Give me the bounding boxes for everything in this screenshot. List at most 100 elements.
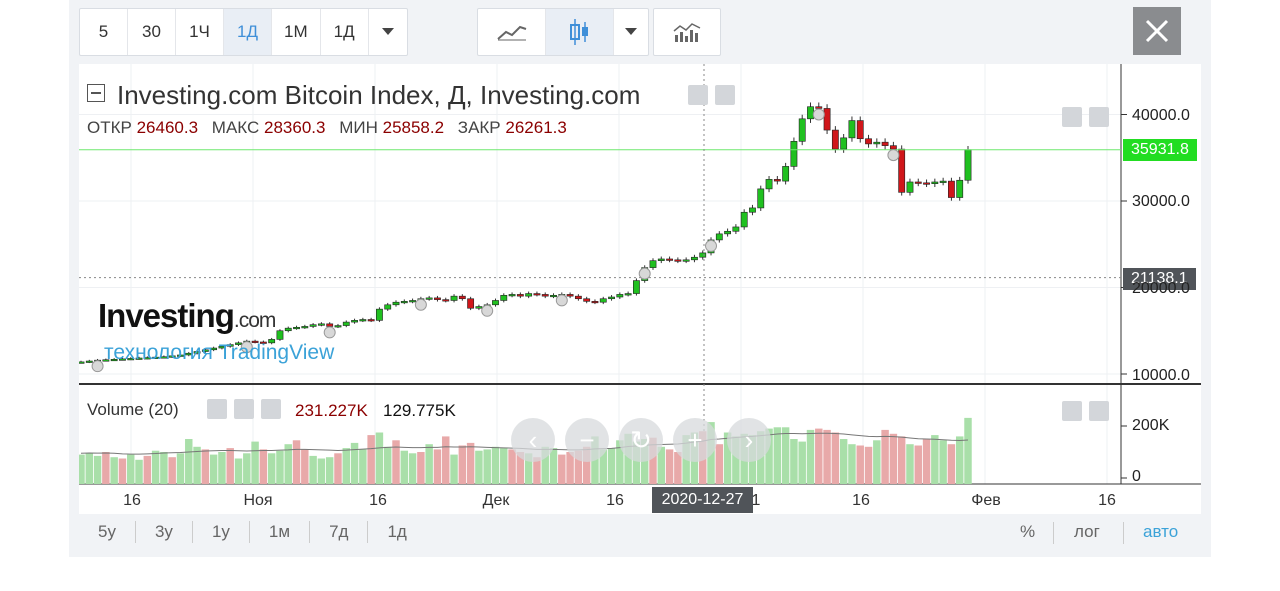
volume-settings-icon[interactable]: [234, 399, 254, 419]
x-tick-16-jan: 16: [852, 492, 870, 509]
candle-body: [599, 298, 607, 303]
candle-body: [798, 118, 806, 142]
volume-bar: [674, 452, 682, 484]
candle-body: [425, 297, 433, 300]
line-chart-button[interactable]: [478, 9, 546, 55]
volume-bar: [135, 459, 143, 484]
volume-bar: [466, 442, 475, 484]
volume-bar: [309, 455, 317, 484]
interval-1m-button[interactable]: 1М: [272, 9, 321, 55]
settings-icon[interactable]: [715, 85, 735, 105]
candle-body: [85, 360, 93, 363]
volume-bar: [102, 452, 110, 484]
interval-5-button[interactable]: 5: [80, 9, 128, 55]
candle-body: [840, 137, 848, 150]
candle-body: [633, 280, 640, 294]
volume-bar: [85, 453, 94, 484]
volume-bar: [873, 440, 881, 484]
scroll-left-button[interactable]: ‹: [511, 418, 555, 462]
candle-body: [317, 323, 325, 326]
volume-expand-pane-icon[interactable]: [1089, 401, 1109, 421]
investing-logo: Investing.com: [98, 297, 276, 334]
volume-bar: [433, 449, 442, 484]
candle-body: [475, 306, 483, 309]
candle-body: [102, 359, 110, 362]
volume-bar: [856, 445, 864, 484]
volume-close-icon[interactable]: [261, 399, 281, 419]
low-label: МИН: [339, 118, 378, 137]
candle-body: [301, 326, 309, 329]
volume-eye-icon[interactable]: [207, 399, 227, 419]
volume-bar: [765, 428, 773, 484]
interval-dropdown-button[interactable]: [369, 9, 407, 55]
indicators-button[interactable]: [654, 9, 720, 55]
candle-body: [715, 233, 723, 241]
candle-body: [400, 301, 408, 304]
range-1y-button[interactable]: 1y: [193, 521, 250, 543]
volume-bar: [914, 445, 922, 484]
volume-bar: [176, 453, 185, 484]
range-3y-button[interactable]: 3y: [136, 521, 193, 543]
candlestick-button[interactable]: [546, 9, 614, 55]
volume-bar: [458, 445, 467, 484]
candle-body: [79, 361, 85, 364]
candle-body: [583, 298, 591, 302]
volume-bar: [367, 435, 375, 484]
volume-bar: [889, 433, 898, 484]
volume-bar: [334, 453, 342, 484]
log-scale-button[interactable]: лог: [1074, 522, 1100, 541]
interval-1h-button[interactable]: 1Ч: [176, 9, 224, 55]
scale-divider: [1123, 522, 1124, 544]
range-1m-button[interactable]: 1м: [250, 521, 311, 543]
eye-icon[interactable]: [688, 85, 708, 105]
range-1d-button[interactable]: 1д: [387, 522, 407, 541]
volume-bar: [209, 454, 218, 484]
candle-body: [434, 297, 441, 300]
candle-body: [351, 320, 358, 323]
range-7d-button[interactable]: 7д: [310, 521, 369, 543]
volume-bar: [475, 450, 483, 484]
interval-30-button[interactable]: 30: [128, 9, 176, 55]
close-button[interactable]: [1133, 7, 1181, 55]
volume-bar: [806, 429, 815, 484]
interval-1d-button[interactable]: 1Д: [224, 9, 272, 55]
candle-body: [342, 321, 350, 326]
volume-bar: [383, 446, 392, 484]
volume-bar: [964, 417, 972, 484]
tradingview-tagline: технология TradingView: [104, 341, 335, 364]
candle-body: [823, 108, 831, 131]
chart-svg[interactable]: [79, 64, 1201, 514]
candle-body: [276, 330, 284, 340]
chart-type-dropdown-button[interactable]: [614, 9, 648, 55]
zoom-out-button[interactable]: −: [565, 418, 609, 462]
volume-bar: [342, 448, 351, 484]
volume-bar: [931, 435, 939, 484]
move-down-icon[interactable]: [1062, 107, 1082, 127]
last-price-tag: 35931.8: [1123, 139, 1197, 161]
zoom-in-button[interactable]: +: [673, 418, 717, 462]
auto-scale-button[interactable]: авто: [1143, 522, 1179, 541]
volume-bar: [657, 446, 666, 484]
percent-scale-button[interactable]: %: [1020, 522, 1036, 541]
close-label: ЗАКР: [457, 118, 501, 137]
scroll-right-button[interactable]: ›: [727, 418, 771, 462]
volume-bar: [450, 454, 458, 484]
candle-body: [691, 256, 698, 261]
candle-body: [666, 258, 673, 261]
chevron-down-icon: [625, 28, 637, 35]
volume-bar: [500, 448, 508, 484]
reset-chart-button[interactable]: ↻: [619, 418, 663, 462]
move-up-icon[interactable]: [1062, 401, 1082, 421]
crosshair-date-tag: 2020-12-27: [652, 487, 753, 513]
volume-bar: [616, 440, 624, 484]
candle-body: [119, 358, 126, 361]
candle-body: [657, 258, 665, 261]
volume-bar: [624, 433, 632, 484]
collapse-pane-button[interactable]: [87, 84, 105, 102]
candle-body: [442, 299, 450, 302]
expand-pane-icon[interactable]: [1089, 107, 1109, 127]
range-5y-button[interactable]: 5y: [79, 521, 136, 543]
candle-body: [168, 355, 176, 358]
low-value: 25858.2: [382, 118, 445, 137]
interval-custom-button[interactable]: 1Д: [321, 9, 369, 55]
